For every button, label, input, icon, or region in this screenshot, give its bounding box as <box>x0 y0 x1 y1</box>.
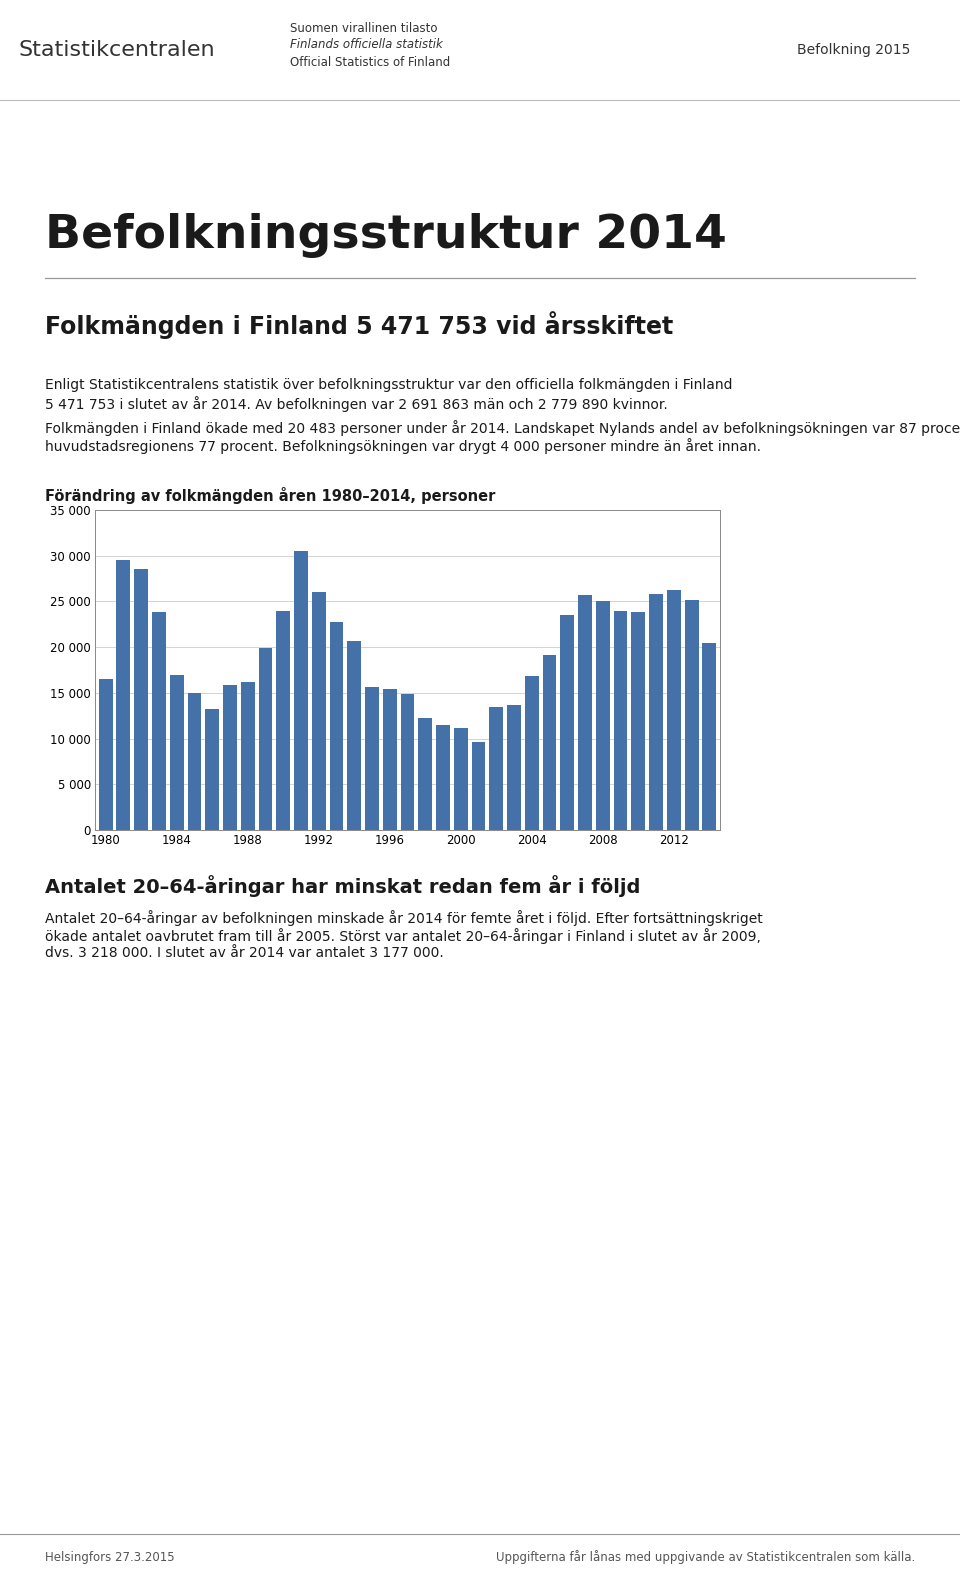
Text: Enligt Statistikcentralens statistik över befolkningsstruktur var den officiella: Enligt Statistikcentralens statistik öve… <box>45 377 732 392</box>
Text: Antalet 20–64-åringar har minskat redan fem år i följd: Antalet 20–64-åringar har minskat redan … <box>45 876 640 896</box>
Bar <box>329 621 344 829</box>
Bar <box>365 688 379 829</box>
Text: Finlands officiella statistik: Finlands officiella statistik <box>290 38 443 51</box>
Bar <box>348 640 361 829</box>
Bar <box>419 718 432 829</box>
Bar <box>471 742 486 829</box>
Bar <box>507 705 521 829</box>
Text: Antalet 20–64-åringar av befolkningen minskade år 2014 för femte året i följd. E: Antalet 20–64-åringar av befolkningen mi… <box>45 911 763 927</box>
Bar <box>667 591 681 829</box>
Text: Förändring av folkmängden åren 1980–2014, personer: Förändring av folkmängden åren 1980–2014… <box>45 487 495 505</box>
Bar <box>703 643 716 829</box>
Text: 5 471 753 i slutet av år 2014. Av befolkningen var 2 691 863 män och 2 779 890 k: 5 471 753 i slutet av år 2014. Av befolk… <box>45 396 668 412</box>
Text: Folkmängden i Finland 5 471 753 vid årsskiftet: Folkmängden i Finland 5 471 753 vid årss… <box>45 310 673 339</box>
Bar <box>383 689 396 829</box>
Bar <box>613 611 628 829</box>
Bar <box>632 613 645 829</box>
Text: Statistikcentralen: Statistikcentralen <box>18 40 215 60</box>
Bar <box>134 570 148 829</box>
Bar <box>596 600 610 829</box>
Bar <box>684 600 699 829</box>
Bar <box>241 681 254 829</box>
Bar <box>312 592 325 829</box>
Text: huvudstadsregionens 77 procent. Befolkningsökningen var drygt 4 000 personer min: huvudstadsregionens 77 procent. Befolkni… <box>45 438 761 454</box>
Text: Suomen virallinen tilasto: Suomen virallinen tilasto <box>290 22 438 35</box>
Bar <box>525 677 539 829</box>
Bar <box>205 710 219 829</box>
Bar <box>276 611 290 829</box>
Bar <box>170 675 183 829</box>
Text: Befolkning 2015: Befolkning 2015 <box>797 43 910 57</box>
Bar <box>152 613 166 829</box>
Bar <box>561 615 574 829</box>
Bar <box>258 648 273 829</box>
Text: Helsingfors 27.3.2015: Helsingfors 27.3.2015 <box>45 1551 175 1563</box>
Bar <box>294 551 308 829</box>
Text: Befolkningsstruktur 2014: Befolkningsstruktur 2014 <box>45 212 727 258</box>
Bar <box>223 685 237 829</box>
Bar <box>187 693 202 829</box>
Bar <box>490 707 503 829</box>
Bar <box>99 680 112 829</box>
Text: Uppgifterna får lånas med uppgivande av Statistikcentralen som källa.: Uppgifterna får lånas med uppgivande av … <box>495 1551 915 1563</box>
Bar <box>454 728 468 829</box>
Text: Official Statistics of Finland: Official Statistics of Finland <box>290 56 450 70</box>
Bar <box>400 694 415 829</box>
Bar <box>649 594 663 829</box>
Bar <box>542 656 557 829</box>
Text: Folkmängden i Finland ökade med 20 483 personer under år 2014. Landskapet Nyland: Folkmängden i Finland ökade med 20 483 p… <box>45 420 960 436</box>
Text: ökade antalet oavbrutet fram till år 2005. Störst var antalet 20–64-åringar i Fi: ökade antalet oavbrutet fram till år 200… <box>45 928 761 944</box>
Bar <box>436 724 450 829</box>
Bar <box>578 595 592 829</box>
Text: dvs. 3 218 000. I slutet av år 2014 var antalet 3 177 000.: dvs. 3 218 000. I slutet av år 2014 var … <box>45 946 444 960</box>
Bar <box>116 560 131 829</box>
